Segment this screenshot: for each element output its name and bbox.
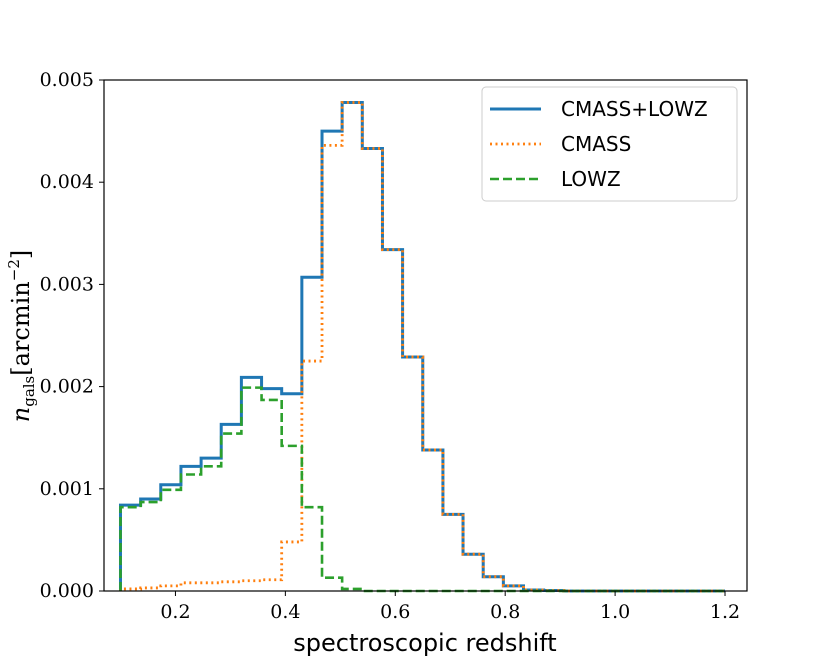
- legend: CMASS+LOWZ CMASS LOWZ: [481, 86, 738, 202]
- x-tick-label: 0.2: [160, 601, 190, 623]
- x-axis: 0.2 0.4 0.6 0.8 1.0 1.2: [160, 591, 740, 623]
- plot-frame: [103, 79, 748, 592]
- y-tick-label: 0.005: [40, 69, 94, 91]
- y-axis-title-units: [arcmin: [7, 281, 35, 375]
- y-axis-title: ngals[arcmin−2]: [5, 250, 38, 423]
- x-tick-label: 0.6: [380, 601, 410, 623]
- y-tick-label: 0.001: [40, 478, 94, 500]
- x-tick-label: 1.0: [600, 601, 630, 623]
- y-tick-label: 0.000: [40, 580, 94, 602]
- y-axis-title-symbol: n: [7, 407, 35, 422]
- y-tick-label: 0.004: [40, 171, 94, 193]
- x-tick-label: 0.4: [270, 601, 300, 623]
- y-axis-title-subscript: gals: [20, 376, 38, 407]
- legend-box: [481, 86, 738, 202]
- legend-label-cmass-lowz: CMASS+LOWZ: [561, 97, 708, 121]
- y-axis: 0.000 0.001 0.002 0.003 0.004 0.005: [40, 69, 104, 602]
- y-axis-title-close: ]: [7, 250, 35, 259]
- y-axis-title-exponent: −2: [5, 259, 23, 281]
- y-tick-label: 0.002: [40, 376, 94, 398]
- x-axis-title: spectroscopic redshift: [293, 629, 556, 657]
- x-tick-label: 1.2: [710, 601, 740, 623]
- legend-label-lowz: LOWZ: [561, 167, 621, 191]
- y-tick-label: 0.003: [40, 273, 94, 295]
- x-tick-label: 0.8: [490, 601, 520, 623]
- legend-label-cmass: CMASS: [561, 132, 631, 156]
